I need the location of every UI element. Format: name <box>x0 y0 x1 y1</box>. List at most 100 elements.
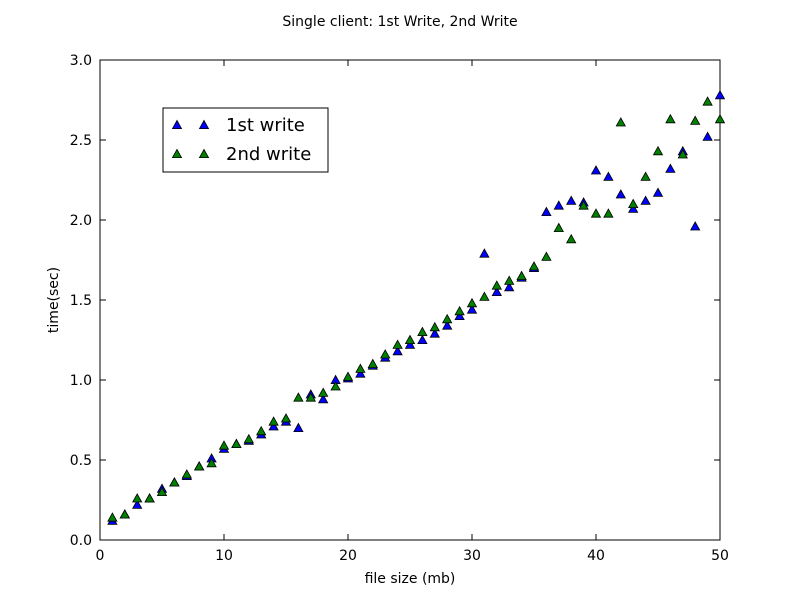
data-point <box>566 233 577 244</box>
data-point <box>355 368 366 378</box>
data-point <box>392 339 403 349</box>
data-point <box>181 469 192 479</box>
data-point <box>454 305 465 316</box>
data-point <box>231 438 242 449</box>
data-point <box>144 493 155 503</box>
y-tick-label: 2.0 <box>70 213 92 229</box>
x-axis-label: file size (mb) <box>365 571 456 587</box>
axis-ticks: 0 10 20 30 40 50 0.0 0.5 1.0 1.5 2.0 2.5 3.0 <box>70 53 729 564</box>
legend-marker <box>171 148 183 159</box>
legend-label-2nd-write: 2nd write <box>226 144 311 165</box>
y-axis-label: time(sec) <box>46 267 62 333</box>
data-point <box>553 222 564 233</box>
data-point <box>590 208 602 218</box>
y-tick-label: 2.5 <box>70 133 92 149</box>
x-tick-label: 20 <box>339 548 357 564</box>
legend-label-1st-write: 1st write <box>226 115 305 136</box>
y-tick-label: 0.5 <box>70 453 92 469</box>
data-point <box>429 321 440 332</box>
data-point <box>404 339 416 349</box>
data-point <box>305 392 316 402</box>
data-point <box>318 387 329 397</box>
legend-markers <box>171 119 210 159</box>
data-point <box>677 149 688 159</box>
data-point <box>268 416 279 426</box>
data-point <box>280 413 292 423</box>
data-point <box>342 371 354 381</box>
data-point <box>380 349 391 359</box>
data-point <box>491 286 502 297</box>
data-point <box>442 313 453 324</box>
data-point <box>640 195 651 205</box>
series-2nd-write <box>107 96 726 522</box>
data-point <box>652 145 664 156</box>
y-tick-label: 0.0 <box>70 533 92 549</box>
data-point <box>218 440 230 450</box>
data-point <box>466 304 478 314</box>
y-tick-label: 3.0 <box>70 53 92 69</box>
data-point <box>590 165 602 175</box>
data-point <box>293 392 304 402</box>
x-tick-label: 10 <box>215 548 233 564</box>
data-point <box>504 275 515 285</box>
data-point <box>541 206 552 217</box>
data-point <box>553 200 564 210</box>
legend-marker <box>171 119 183 130</box>
data-point <box>652 187 664 197</box>
data-point <box>479 291 490 301</box>
data-point <box>690 221 701 231</box>
data-point <box>628 198 639 209</box>
data-point <box>640 171 651 181</box>
data-point <box>702 96 713 106</box>
data-point <box>491 280 502 290</box>
data-point <box>194 461 205 471</box>
data-point <box>714 89 726 100</box>
legend-marker <box>198 148 210 159</box>
data-point <box>355 363 366 373</box>
y-tick-label: 1.5 <box>70 293 92 309</box>
data-markers <box>107 89 726 525</box>
data-point <box>293 422 304 433</box>
data-point <box>454 310 465 321</box>
data-point <box>132 499 143 509</box>
data-point <box>615 117 626 127</box>
data-point <box>566 195 577 205</box>
data-point <box>690 115 701 125</box>
data-point <box>429 328 440 338</box>
legend: 1st write 2nd write <box>162 107 329 173</box>
data-point <box>442 320 453 330</box>
data-point <box>578 200 589 210</box>
legend-marker <box>198 119 210 130</box>
data-point <box>516 270 527 281</box>
data-point <box>603 208 614 218</box>
x-tick-label: 40 <box>587 548 605 564</box>
data-point <box>628 203 639 213</box>
data-point <box>156 486 168 497</box>
data-point <box>169 477 180 487</box>
data-point <box>615 189 626 199</box>
data-point <box>603 171 614 181</box>
data-point <box>392 345 403 356</box>
data-point <box>268 421 279 431</box>
data-point <box>504 281 515 292</box>
data-point <box>479 248 490 258</box>
data-point <box>256 425 267 436</box>
data-point <box>665 163 676 173</box>
data-point <box>702 131 713 141</box>
data-point <box>417 334 428 345</box>
data-point <box>417 326 428 337</box>
y-tick-label: 1.0 <box>70 373 92 389</box>
x-tick-label: 0 <box>96 548 105 564</box>
data-point <box>243 433 254 444</box>
chart-title: Single client: 1st Write, 2nd Write <box>282 14 517 30</box>
data-point <box>714 113 726 124</box>
data-point <box>404 334 416 345</box>
data-point <box>318 393 329 404</box>
data-point <box>330 381 341 391</box>
data-point <box>466 297 478 308</box>
x-tick-label: 50 <box>711 548 729 564</box>
data-point <box>367 358 378 369</box>
legend-box <box>162 107 329 173</box>
data-point <box>132 493 143 503</box>
